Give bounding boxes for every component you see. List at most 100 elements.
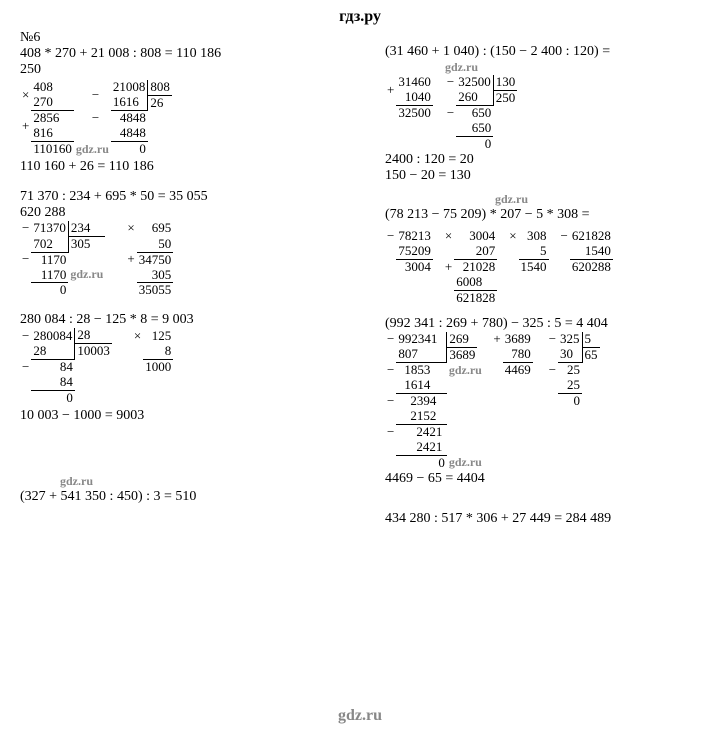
left-p1-cont: 250 [20, 62, 360, 78]
rp3-div-s5: 2152 [396, 409, 447, 424]
footer-watermark: gdz.ru [0, 707, 720, 725]
p2-add-sign: + [125, 252, 136, 267]
mul-r2: 816 [31, 126, 74, 141]
right-p1-line2: 150 − 20 = 130 [385, 168, 705, 184]
rp2-m2-b: 5 [519, 244, 549, 259]
rp2-s2-res: 620288 [570, 260, 613, 275]
rp3-d2-q: 65 [582, 347, 600, 362]
rp1-div-s4: 0 [456, 137, 493, 152]
right-p4-expr: 434 280 : 517 * 306 + 27 449 = 284 489 [385, 511, 705, 527]
rp2-sub-res: 3004 [396, 260, 433, 275]
rp1-div-q: 250 [493, 90, 517, 105]
p3-div-s1: 28 [31, 344, 75, 359]
left-p3-result: 10 003 − 1000 = 9003 [20, 408, 360, 424]
rp3-div-q: 3689 [447, 347, 478, 362]
minus-sign: − [90, 80, 111, 111]
rp3-div-s8: 0 [396, 455, 447, 470]
p3-div-q: 10003 [75, 344, 112, 359]
rp3-div-s1: 807 [396, 347, 447, 362]
watermark: gdz.ru [68, 268, 105, 283]
rp3-d2-d: 5 [582, 332, 600, 347]
page: гдз.ру №6 408 * 270 + 21 008 : 808 = 110… [0, 0, 720, 729]
left-column: №6 408 * 270 + 21 008 : 808 = 110 186 25… [20, 30, 360, 505]
div-a: 21008 [111, 80, 148, 95]
watermark: gdz.ru [385, 192, 705, 207]
mul-a: 408 [31, 80, 74, 95]
rp1-div-s3: 650 [456, 121, 493, 136]
rp2-s2-a: 621828 [570, 229, 613, 244]
rp3-d2-s1: 30 [558, 347, 582, 362]
p2-div-q: 305 [68, 237, 105, 252]
left-p1-expr: 408 * 270 + 21 008 : 808 = 110 186 [20, 46, 360, 62]
p2-mul-res: 35055 [137, 283, 174, 298]
watermark: gdz.ru [385, 60, 705, 75]
p2-div-a: 71370 [31, 221, 68, 236]
mul-b: 270 [31, 95, 74, 110]
problem-number: №6 [20, 30, 360, 46]
rp2-m2-res: 1540 [519, 260, 549, 275]
div-s2: 4848 [111, 111, 148, 126]
p2-mul-add: 305 [137, 268, 174, 283]
rp2-m1-b: 207 [454, 244, 497, 259]
p2-div-s2: 1170 [31, 252, 68, 267]
rp2-sub-b: 75209 [396, 244, 433, 259]
p3-div-d: 28 [75, 328, 112, 343]
site-header: гдз.ру [0, 0, 720, 26]
right-p3-result: 4469 − 65 = 4404 [385, 471, 705, 487]
left-p3-calc: −280084 28 ×125 28 10003 8 −84 1000 84 0 [20, 328, 173, 405]
left-p1-result: 110 160 + 26 = 110 186 [20, 159, 360, 175]
rp1-div-a: 32500 [456, 75, 493, 90]
p3-div-s2: 84 [31, 359, 75, 374]
rp2-m1-r2: 6008 [454, 275, 497, 290]
right-p1-expr: (31 460 + 1 040) : (150 − 2 400 : 120) = [385, 44, 705, 60]
rp2-m2-a: 308 [519, 229, 549, 244]
rp3-d2-s2: 25 [558, 363, 582, 378]
watermark: gdz.ru [447, 363, 492, 378]
right-p2-expr: (78 213 − 75 209) * 207 − 5 * 308 = [385, 207, 705, 223]
left-p1-calc: × 408 − 21008 808 270 1616 26 + 2856 − 4… [20, 80, 172, 157]
rp3-div-s7: 2421 [396, 440, 447, 455]
mul-res: 110160 [31, 142, 74, 157]
rp1-add-a: 31460 [396, 75, 433, 90]
rp1-div-s2: 650 [456, 106, 493, 121]
p3-mul-res: 1000 [143, 359, 173, 374]
p3-div-s4: 0 [31, 390, 75, 405]
p2-div-s3: 1170 [31, 268, 68, 283]
rp1-add-b: 1040 [396, 90, 433, 105]
p2-div-s4: 0 [31, 283, 68, 298]
p2-mul-a: 695 [137, 221, 174, 236]
div-s4: 0 [111, 142, 148, 157]
rp1-div-s1: 260 [456, 90, 493, 105]
div-q: 26 [148, 95, 172, 110]
rp3-add-res: 4469 [503, 363, 533, 378]
left-p3-expr: 280 084 : 28 − 125 * 8 = 9 003 [20, 312, 360, 328]
rp3-div-s6: 2421 [396, 425, 447, 440]
rp1-add-res: 32500 [396, 106, 433, 121]
mul-r1: 2856 [31, 111, 74, 126]
p2-div-s1: 702 [31, 237, 68, 252]
rp3-div-s4: 2394 [396, 394, 447, 409]
right-p2-calc: −78213 ×3004 ×308 −621828 75209 207 5 15… [385, 229, 613, 306]
div-d: 808 [148, 80, 172, 95]
rp1-div-d: 130 [493, 75, 517, 90]
p3-mul-a: 125 [143, 328, 173, 343]
p3-mul-b: 8 [143, 344, 173, 359]
right-p3-expr: (992 341 : 269 + 780) − 325 : 5 = 4 404 [385, 316, 705, 332]
rp3-d2-a: 325 [558, 332, 582, 347]
p2-mul-b: 50 [137, 237, 174, 252]
watermark: gdz.ru [20, 474, 360, 489]
rp3-d2-s3: 25 [558, 378, 582, 393]
rp2-m1-a: 3004 [454, 229, 497, 244]
watermark: gdz.ru [74, 142, 111, 157]
rp3-add-b: 780 [503, 347, 533, 362]
left-p2-calc: −71370 234 ×695 702 305 50 −1170 + 34750… [20, 221, 173, 298]
right-p1-calc: +31460 − 32500 130 1040 260 250 32500 −6… [385, 75, 517, 152]
rp3-div-d: 269 [447, 332, 478, 347]
rp2-m1-res: 621828 [454, 290, 497, 305]
right-p1-line1: 2400 : 120 = 20 [385, 152, 705, 168]
left-p4-expr: (327 + 541 350 : 450) : 3 = 510 [20, 489, 360, 505]
rp2-m1-r1: 21028 [454, 260, 497, 275]
div-s1: 1616 [111, 95, 148, 110]
rp2-sub-a: 78213 [396, 229, 433, 244]
left-p2-expr: 71 370 : 234 + 695 * 50 = 35 055 [20, 189, 360, 205]
